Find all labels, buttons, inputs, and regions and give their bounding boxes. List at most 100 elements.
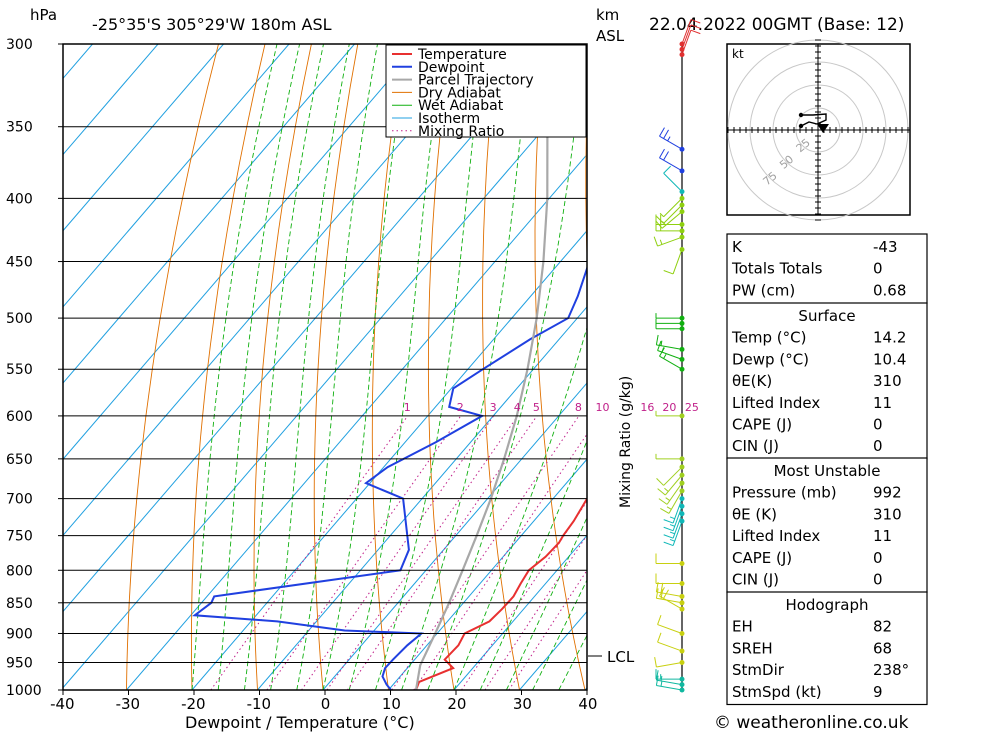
dry-adiabat-line: [427, 44, 455, 690]
wet-adiabat-line: [270, 44, 350, 690]
wind-barb-flag: [663, 151, 669, 161]
wind-barb-flag: [660, 675, 663, 681]
wind-barb-shaft: [663, 172, 683, 192]
wind-barb-flag: [660, 340, 663, 346]
most-unstable-row-label: Pressure (mb): [732, 484, 837, 502]
wind-barb-shaft: [659, 135, 683, 150]
surface-row-label: Temp (°C): [731, 329, 806, 347]
precipitable-water-label: PW (cm): [732, 281, 795, 299]
wind-barb-flag: [663, 270, 674, 275]
skewt-plot: 1 2 3 4 5 8 10 16 20 2530035040045050055060065070…: [6, 37, 699, 713]
isotherm-line: [63, 44, 552, 613]
hodograph-row-label: StmSpd (kt): [732, 683, 822, 701]
x-tick-label: 40: [578, 695, 597, 713]
wind-barb-flag: [655, 581, 659, 593]
precipitable-water-value: 0.68: [873, 281, 906, 299]
datetime-label: 22.04.2022 00GMT (Base: 12): [649, 15, 904, 35]
wind-barb-shaft: [656, 344, 683, 350]
mixing-ratio-line: [326, 415, 519, 690]
wind-barb-flag: [657, 488, 666, 496]
totals-totals-value: 0: [873, 260, 883, 278]
y-tick-label: 700: [6, 492, 33, 508]
mixing-ratio-label: 3: [490, 401, 497, 414]
y-tick-label: 900: [6, 626, 33, 642]
isotherm-line: [453, 534, 587, 690]
wind-barb-shaft: [657, 624, 683, 634]
wet-adiabat-line: [453, 325, 587, 690]
surface-row-value: 0: [873, 416, 883, 434]
wind-barb-flag: [659, 347, 665, 357]
k-index-value: -43: [873, 238, 898, 256]
wind-barb-shaft: [659, 595, 683, 610]
mixing-ratio-line: [508, 569, 587, 690]
wind-barb-shaft: [663, 198, 683, 218]
wet-adiabat-line: [505, 516, 587, 690]
wet-adiabat-line: [217, 44, 301, 690]
most-unstable-row-value: 11: [873, 527, 892, 545]
wind-barb-flag: [653, 236, 659, 247]
wind-barb-flag: [654, 657, 657, 668]
hodograph-point: [798, 112, 804, 118]
km-label: km: [596, 6, 619, 24]
wind-barb-flag: [690, 29, 701, 35]
x-axis-label: Dewpoint / Temperature (°C): [185, 713, 415, 732]
legend-box: [385, 44, 587, 138]
wind-barb-flag: [655, 334, 659, 345]
wind-barb-shaft: [659, 157, 683, 172]
wind-barb-shaft: [664, 474, 683, 496]
wind-barb-flag: [660, 507, 670, 514]
wind-barb-flag: [663, 353, 667, 359]
wind-barb-flag: [667, 136, 671, 142]
mixing-ratio-label: 25: [685, 401, 699, 414]
legend-label: Parcel Trajectory: [418, 73, 534, 89]
mixing-ratio-label: 1: [404, 401, 411, 414]
surface-row-value: 11: [873, 394, 892, 412]
wind-barb-flag: [663, 165, 672, 174]
hodograph-row-value: 238°: [873, 661, 909, 679]
totals-totals-label: Totals Totals: [731, 260, 823, 278]
mixing-ratio-label: 20: [662, 401, 676, 414]
most-unstable-row-label: θE (K): [732, 505, 777, 523]
y-tick-label: 450: [6, 255, 33, 271]
hodograph-row-label: EH: [732, 618, 753, 636]
legend-label: Temperature: [417, 47, 507, 63]
wind-barb-flag: [664, 487, 669, 492]
x-tick-label: -10: [247, 695, 272, 713]
surface-row-label: Dewp (°C): [732, 350, 809, 368]
most-unstable-row-value: 0: [873, 549, 883, 567]
wind-barb-flag: [655, 675, 659, 686]
y-tick-label: 600: [6, 409, 33, 425]
x-tick-label: -20: [181, 695, 206, 713]
legend-label: Isotherm: [418, 111, 480, 127]
wind-barb-shaft: [656, 661, 683, 668]
mixing-ratio-axis-label: Mixing Ratio (g/kg): [618, 376, 634, 508]
hodograph-row-value: 68: [873, 639, 892, 657]
wind-barb-shaft: [659, 355, 683, 370]
isotherm-line: [126, 153, 587, 690]
wind-barb-flag: [690, 24, 701, 29]
storm-motion-marker: [817, 124, 829, 133]
wind-barb-shaft: [656, 679, 683, 686]
mixing-ratio-label: 16: [640, 401, 654, 414]
surface-title: Surface: [798, 307, 855, 325]
wind-barb-flag: [660, 582, 664, 593]
most-unstable-row-label: CAPE (J): [732, 549, 792, 567]
mixing-ratio-label: 8: [575, 401, 582, 414]
wind-barb-flag: [659, 148, 665, 159]
dry-adiabat-line: [371, 44, 405, 690]
surface-row-value: 10.4: [873, 350, 906, 368]
wind-barb-shaft: [656, 684, 683, 691]
most-unstable-row-label: CIN (J): [732, 571, 779, 589]
mixing-ratio-label: 4: [514, 401, 521, 414]
wind-barb-shaft: [663, 204, 683, 224]
k-index-label: K: [732, 238, 743, 256]
wind-barb-flag: [669, 516, 675, 520]
y-tick-label: 650: [6, 452, 33, 468]
wind-barb-shaft: [681, 24, 692, 50]
mixing-ratio-label: 10: [595, 401, 609, 414]
y-tick-label: 850: [6, 596, 33, 612]
wind-barb-flag: [669, 538, 675, 542]
isotherm-line: [63, 44, 159, 156]
